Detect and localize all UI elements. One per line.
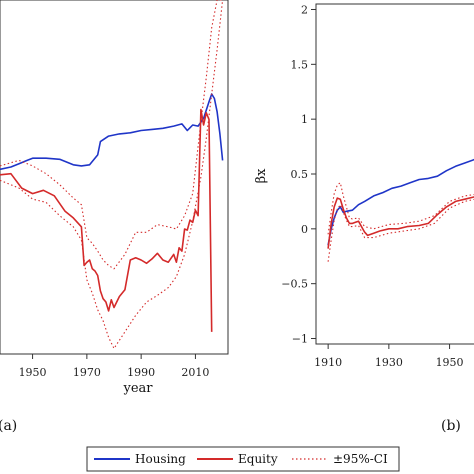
y-tick-label-1: 1 [301, 113, 308, 126]
panel-b-axes: 1910 1930 1950 −1 −0.5 0 0.5 1 1.5 2 [281, 3, 463, 369]
y-tick-label-0-5: 0.5 [291, 168, 309, 181]
y-tick-label-0: 0 [301, 223, 308, 236]
legend-label-housing: Housing [135, 452, 186, 466]
x-tick-label-1930: 1930 [375, 356, 403, 369]
panel-a-series-ci-band-2 [0, 0, 223, 270]
y-tick-label-1-5: 1.5 [291, 58, 309, 71]
panel-a-frame [0, 0, 229, 355]
legend-label-ci: ±95%-CI [333, 452, 388, 466]
x-tick-label-1950: 1950 [19, 366, 47, 379]
y-tick-label-2: 2 [301, 3, 308, 16]
panel-b-label: (b) [441, 418, 461, 434]
panel-b-series-ci-band-1 [327, 198, 474, 262]
y-tick-label-0-5: −0.5 [281, 278, 308, 291]
panel-b-plot-area [327, 158, 474, 262]
x-tick-label-1990: 1990 [127, 366, 155, 379]
panel-a: 1950 1970 1990 2010 year (a) [0, 0, 229, 434]
legend-label-equity: Equity [238, 452, 278, 466]
y-tick-label-1: −1 [292, 333, 308, 346]
panel-b-series-ci-band-2 [327, 182, 474, 235]
panel-a-plot-area [0, 0, 224, 350]
x-tick-label-1910: 1910 [314, 356, 342, 369]
panel-b: 1910 1930 1950 −1 −0.5 0 0.5 1 1.5 2 βx (b) [254, 3, 474, 434]
panel-a-x-axis-title: year [122, 381, 153, 396]
panel-a-series-housing [0, 93, 224, 171]
panel-b-y-axis-title: βx [254, 168, 269, 184]
legend-box [86, 446, 400, 472]
panel-a-series-ci-band-1 [0, 0, 224, 350]
panel-a-x-axis: 1950 1970 1990 2010 [19, 354, 209, 379]
legend: Housing Equity ±95%-CI [86, 446, 400, 472]
x-tick-label-1950: 1950 [436, 356, 464, 369]
panel-a-series-equity [0, 108, 213, 332]
panel-b-frame [315, 3, 474, 345]
panel-b-series-equity [327, 196, 474, 249]
panel-a-label: (a) [0, 418, 17, 434]
x-tick-label-1970: 1970 [73, 366, 101, 379]
panel-b-series-housing [327, 158, 474, 246]
x-tick-label-2010: 2010 [181, 366, 209, 379]
